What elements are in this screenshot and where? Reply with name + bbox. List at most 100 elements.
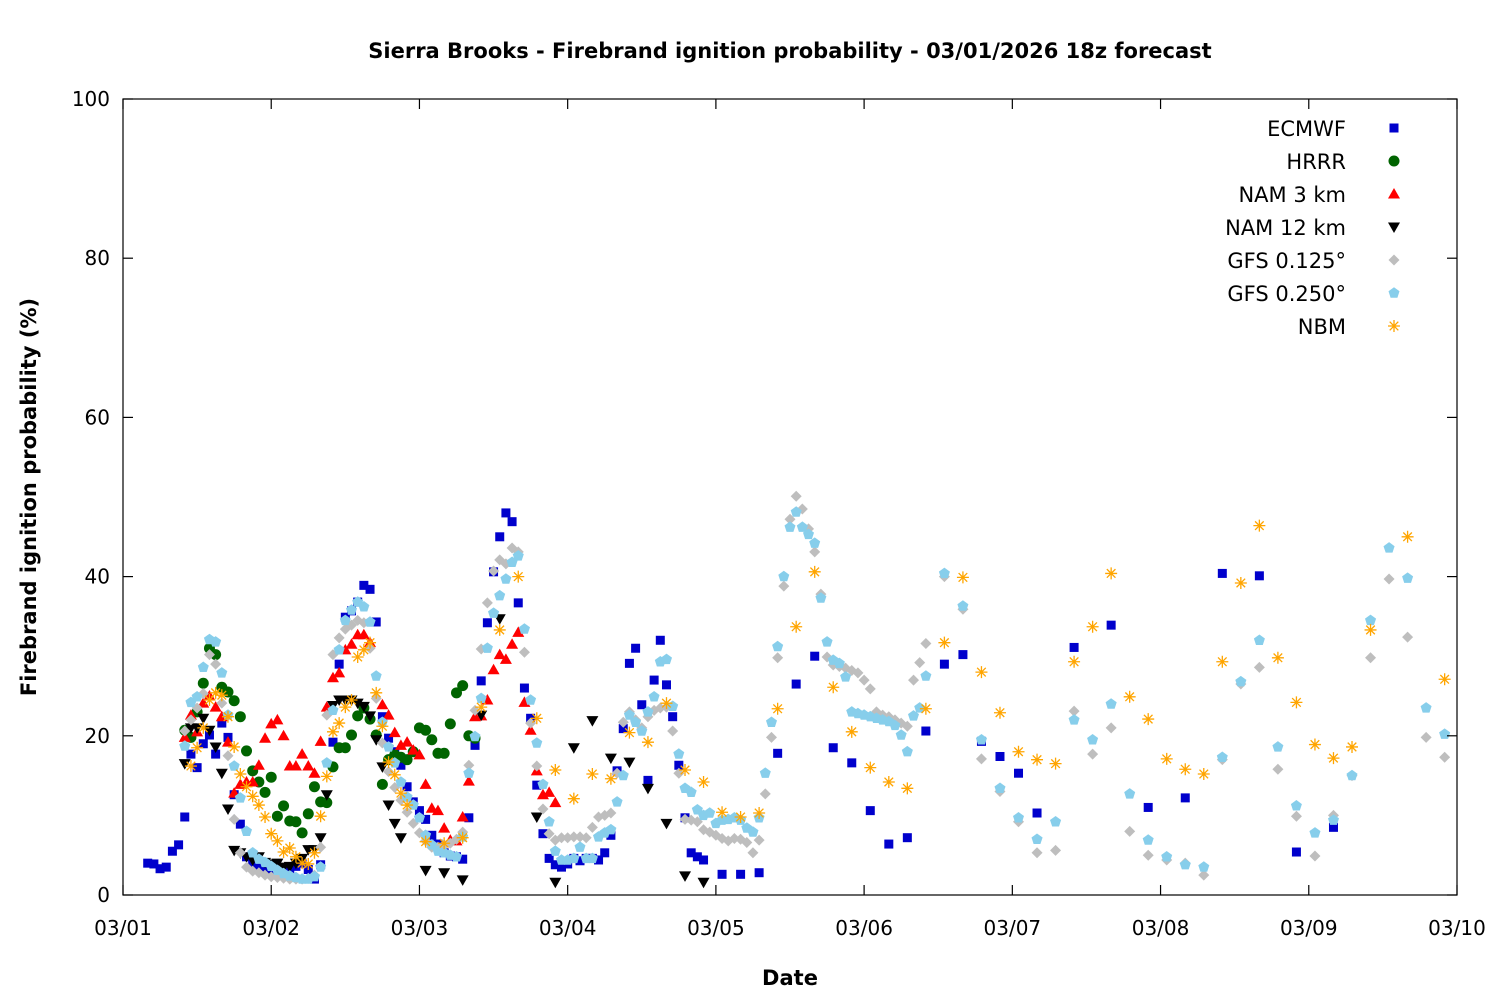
point-nam-3-km — [252, 759, 265, 770]
point-ecmwf — [661, 680, 671, 690]
point-gfs-0-250 — [1402, 572, 1414, 583]
point-nbm — [1049, 757, 1062, 770]
point-nam-3-km — [506, 638, 519, 649]
point-gfs-0-250 — [1420, 702, 1432, 713]
point-gfs-0-125 — [1105, 722, 1117, 734]
point-nbm — [1179, 763, 1192, 776]
point-ecmwf — [674, 760, 684, 770]
point-nam-12-km — [660, 818, 673, 830]
point-gfs-0-250 — [815, 592, 827, 603]
point-ecmwf — [532, 780, 542, 790]
point-gfs-0-250 — [747, 826, 759, 837]
point-nbm — [376, 720, 389, 733]
point-nbm — [530, 712, 543, 725]
point-nbm — [882, 775, 895, 788]
point-gfs-0-125 — [772, 652, 784, 664]
point-ecmwf — [396, 760, 406, 770]
point-nbm — [203, 693, 216, 706]
point-nam-12-km — [357, 701, 370, 713]
point-gfs-0-250 — [210, 636, 222, 647]
point-gfs-0-250 — [778, 570, 790, 582]
point-gfs-0-250 — [1253, 634, 1265, 645]
point-nbm — [308, 846, 321, 859]
point-nbm — [1253, 519, 1266, 532]
point-hrrr — [420, 724, 432, 736]
point-nbm — [191, 741, 204, 754]
point-ecmwf — [556, 862, 566, 872]
point-gfs-0-250 — [1142, 834, 1154, 845]
point-nbm — [901, 782, 914, 795]
point-ecmwf — [143, 858, 153, 868]
point-gfs-0-250 — [1124, 788, 1136, 799]
point-gfs-0-125 — [1050, 844, 1062, 856]
point-hrrr — [339, 742, 351, 754]
point-gfs-0-250 — [1290, 800, 1302, 811]
point-gfs-0-125 — [1272, 763, 1284, 775]
point-gfs-0-250 — [938, 567, 950, 579]
point-nam-3-km — [178, 731, 191, 742]
point-nam-12-km — [549, 877, 562, 889]
point-gfs-0-250 — [370, 670, 382, 681]
point-hrrr — [234, 711, 246, 723]
point-nbm — [641, 736, 654, 749]
point-gfs-0-125 — [1142, 849, 1154, 861]
point-nam-3-km — [271, 713, 284, 725]
point-nbm — [388, 768, 401, 781]
point-gfs-0-250 — [623, 709, 635, 720]
y-tick-label: 60 — [85, 405, 110, 429]
y-tick-label: 40 — [85, 565, 110, 589]
point-ecmwf — [1106, 620, 1116, 630]
point-gfs-0-250 — [1179, 859, 1191, 870]
point-nbm — [252, 799, 265, 812]
series-gfs-0-125 — [179, 490, 1451, 885]
point-gfs-0-250 — [704, 807, 716, 818]
point-ecmwf — [637, 700, 647, 710]
point-ecmwf — [260, 864, 270, 874]
point-hrrr — [346, 729, 358, 741]
point-gfs-0-250 — [1439, 728, 1451, 739]
point-nam-3-km — [524, 724, 537, 735]
point-nam-12-km — [370, 735, 383, 746]
point-nbm — [394, 787, 407, 800]
point-ecmwf — [810, 651, 820, 661]
point-hrrr — [271, 810, 283, 822]
point-gfs-0-125 — [901, 720, 913, 732]
point-ecmwf — [402, 782, 412, 792]
point-ecmwf — [192, 763, 202, 773]
point-nbm — [456, 831, 469, 844]
point-nam-12-km — [289, 858, 302, 870]
point-gfs-0-250 — [673, 748, 685, 759]
point-gfs-0-125 — [1402, 631, 1414, 643]
point-nbm — [716, 806, 729, 819]
point-ecmwf — [958, 650, 968, 660]
point-hrrr — [444, 718, 456, 730]
point-nbm — [975, 666, 988, 679]
point-gfs-0-250 — [420, 829, 432, 840]
legend-marker-diamond-icon — [1388, 254, 1400, 266]
point-nam-12-km — [209, 742, 222, 753]
point-nam-3-km — [425, 802, 438, 813]
point-gfs-0-250 — [247, 847, 259, 858]
point-gfs-0-250 — [1068, 714, 1080, 725]
point-nbm — [1438, 673, 1451, 686]
point-gfs-0-250 — [308, 870, 320, 882]
point-nbm — [271, 834, 284, 847]
x-tick-label: 03/09 — [1280, 916, 1338, 940]
point-ecmwf — [155, 864, 165, 874]
point-gfs-0-250 — [1087, 734, 1099, 745]
legend-marker-square-icon — [1389, 123, 1399, 133]
point-gfs-0-250 — [1328, 814, 1339, 825]
point-nam-3-km — [265, 717, 278, 729]
point-hrrr — [321, 797, 333, 809]
point-gfs-0-250 — [759, 767, 771, 778]
point-gfs-0-250 — [451, 851, 462, 862]
point-gfs-0-125 — [1124, 825, 1136, 837]
point-nbm — [184, 760, 197, 773]
x-tick-label: 03/05 — [687, 916, 745, 940]
point-gfs-0-250 — [901, 745, 913, 757]
legend-item-gfs-0-125: GFS 0.125° — [1227, 249, 1400, 273]
point-gfs-0-250 — [1346, 769, 1358, 781]
point-nbm — [221, 710, 234, 723]
point-ecmwf — [828, 743, 838, 753]
